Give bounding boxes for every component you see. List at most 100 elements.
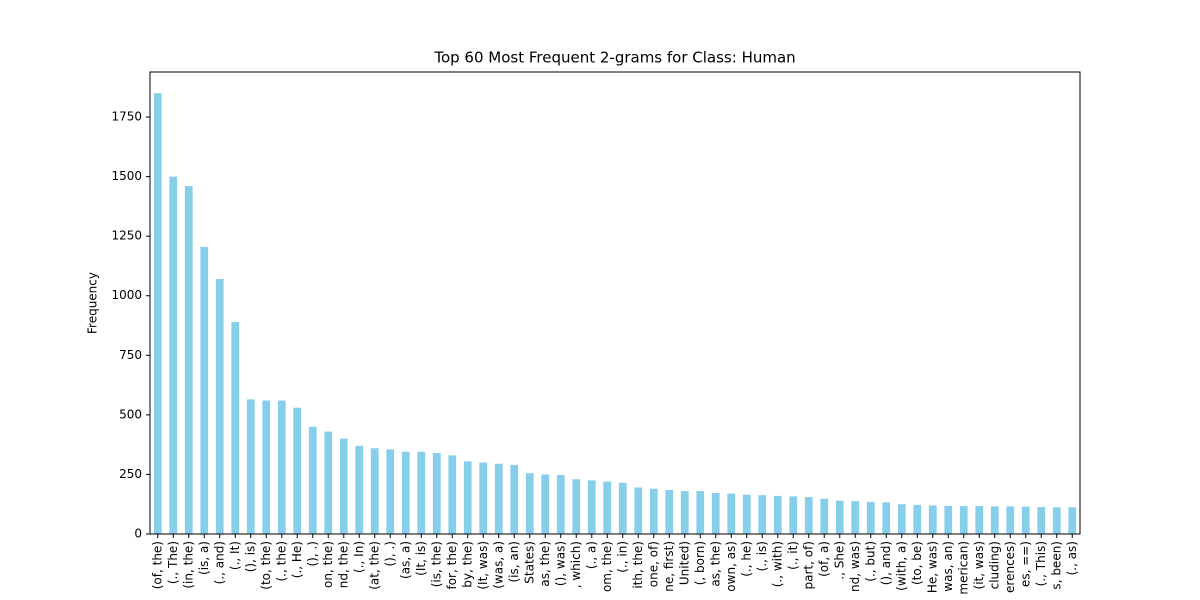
x-tick-label: (as, a) [398, 541, 412, 579]
x-tick-label: s, been) [1049, 541, 1063, 590]
x-tick-label: (It, is) [414, 541, 428, 576]
bar [742, 494, 751, 534]
bar [820, 498, 829, 534]
x-tick-label: (), and) [879, 541, 893, 585]
bar [215, 279, 224, 534]
bar [634, 487, 643, 534]
x-tick-label: as, the) [538, 541, 552, 587]
bar [153, 93, 162, 534]
x-tick-label: (is, the) [429, 541, 443, 587]
bar [541, 474, 550, 534]
bar [277, 400, 286, 534]
bar [572, 479, 581, 534]
x-tick-label: ith, the) [631, 541, 645, 589]
bar [370, 448, 379, 534]
bar [665, 489, 674, 534]
bar [959, 506, 968, 534]
bar [773, 495, 782, 534]
y-tick-label: 1250 [111, 229, 142, 243]
x-tick-label: part, of) [801, 541, 815, 590]
bar [525, 473, 534, 534]
x-tick-label: (with, a) [894, 541, 908, 591]
x-tick-label: (., is) [755, 541, 769, 571]
x-tick-label: cluding) [987, 541, 1001, 589]
x-tick-label: United) [677, 541, 691, 585]
x-tick-label: (., The) [166, 541, 180, 584]
bar [990, 506, 999, 534]
x-tick-label: (., and) [212, 541, 226, 584]
x-tick-label: (, born) [693, 541, 707, 585]
x-tick-label: om, the) [600, 541, 614, 592]
plot-frame [149, 71, 1081, 535]
bar [339, 438, 348, 534]
bar [789, 496, 798, 534]
x-tick-label: by, the) [460, 541, 474, 588]
x-tick-label: one, of) [646, 541, 660, 587]
x-tick-label: (in, the) [181, 541, 195, 589]
bar [169, 176, 178, 534]
x-tick-label: (it, was) [972, 541, 986, 589]
bar [401, 451, 410, 534]
x-tick-label: , which) [569, 541, 583, 588]
x-tick-label: (of, a) [817, 541, 831, 577]
x-tick-label: (is, a) [197, 541, 211, 575]
bar [494, 463, 503, 534]
bar [386, 449, 395, 534]
x-tick-label: (., a) [584, 541, 598, 569]
x-tick-label: He, was) [925, 541, 939, 593]
bar [308, 426, 317, 534]
x-tick-label: (., but) [863, 541, 877, 582]
x-tick-label: es, ==) [1018, 541, 1032, 587]
bar [696, 491, 705, 534]
bar [231, 321, 240, 534]
x-tick-label: (., It) [228, 541, 242, 570]
bar [463, 461, 472, 534]
x-tick-label: (., In) [352, 541, 366, 573]
bar [1052, 507, 1061, 534]
bar [897, 504, 906, 534]
bar [1006, 506, 1015, 534]
bar [432, 452, 441, 534]
x-tick-label: (is, an) [507, 541, 521, 583]
bar [727, 493, 736, 534]
x-tick-label: nd, was) [848, 541, 862, 592]
x-tick-label: (., This) [1034, 541, 1048, 586]
y-tick-label: 1500 [111, 169, 142, 183]
bar [324, 431, 333, 534]
x-tick-label: (., He) [290, 541, 304, 578]
bar [928, 505, 937, 534]
bar [680, 491, 689, 534]
bar [246, 399, 255, 534]
x-tick-label: (), is) [243, 541, 257, 572]
bar [1068, 507, 1077, 534]
bar [975, 506, 984, 534]
bar [758, 495, 767, 534]
bar [913, 504, 922, 534]
bar [804, 497, 813, 534]
y-tick-label: 0 [134, 527, 142, 541]
x-tick-label: own, as) [724, 541, 738, 592]
bar [556, 474, 565, 534]
bar [835, 500, 844, 534]
bar [479, 462, 488, 534]
bar [1021, 506, 1030, 534]
bar [587, 480, 596, 534]
x-tick-label: (., as) [1065, 541, 1079, 575]
bar [184, 186, 193, 535]
x-tick-label: States) [522, 541, 536, 584]
x-tick-label: (to, the) [259, 541, 273, 590]
bar [882, 502, 891, 534]
bar [510, 464, 519, 534]
y-tick-label: 1750 [111, 110, 142, 124]
bar [603, 481, 612, 534]
x-tick-label: ne, first) [662, 541, 676, 592]
bar [293, 407, 302, 534]
x-tick-label: (., it) [786, 541, 800, 570]
bar [618, 482, 627, 534]
bar [711, 493, 720, 534]
x-tick-label: on, the) [321, 541, 335, 588]
x-tick-label: (., the) [274, 541, 288, 582]
bar [1037, 507, 1046, 534]
x-tick-label: was, an) [941, 541, 955, 592]
